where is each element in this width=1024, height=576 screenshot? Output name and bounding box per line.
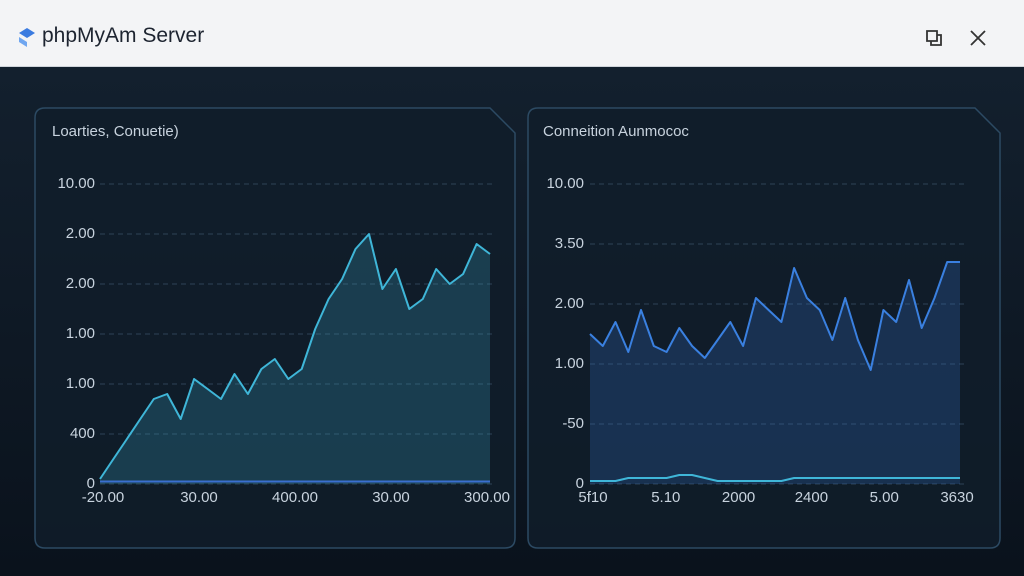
line [590, 474, 960, 482]
y-tick-label: -50 [562, 415, 584, 432]
y-tick-label: 1.00 [555, 355, 584, 372]
panel [527, 107, 1001, 549]
x-tick-label: 30.00 [180, 489, 218, 506]
chart-title: Conneition Aunmococ [543, 123, 689, 140]
y-tick-label: 0 [576, 475, 584, 492]
y-tick-label: 2.00 [66, 225, 95, 242]
y-tick-label: 3.50 [555, 235, 584, 252]
y-tick-label: 2.00 [555, 295, 584, 312]
area [590, 262, 960, 484]
window-title: phpMyAm Server [42, 24, 205, 47]
x-tick-label: 400.00 [272, 489, 318, 506]
x-tick-label: 3630 [940, 489, 973, 506]
y-tick-label: 2.00 [66, 275, 95, 292]
area [100, 234, 490, 484]
y-tick-label: 10.00 [546, 175, 584, 192]
panel [34, 107, 516, 549]
y-tick-label: 1.00 [66, 375, 95, 392]
close-button[interactable] [968, 28, 988, 48]
x-tick-label: 30.00 [372, 489, 410, 506]
y-tick-label: 0 [87, 475, 95, 492]
y-tick-label: 10.00 [57, 175, 95, 192]
title-bar: phpMyAm Server [0, 0, 1024, 67]
x-tick-label: 5.10 [651, 489, 680, 506]
x-tick-label: 5f10 [578, 489, 607, 506]
x-tick-label: 300.00 [464, 489, 510, 506]
x-tick-label: 2400 [795, 489, 828, 506]
chart-title: Loarties, Conuetie) [52, 123, 179, 140]
y-tick-label: 1.00 [66, 325, 95, 342]
x-tick-label: 2000 [722, 489, 755, 506]
y-tick-label: 400 [70, 425, 95, 442]
line [99, 233, 491, 480]
x-tick-label: 5.00 [870, 489, 899, 506]
app-icon [19, 28, 35, 47]
x-tick-label: -20.00 [82, 489, 125, 506]
line [589, 261, 960, 371]
restore-button[interactable] [924, 28, 944, 48]
